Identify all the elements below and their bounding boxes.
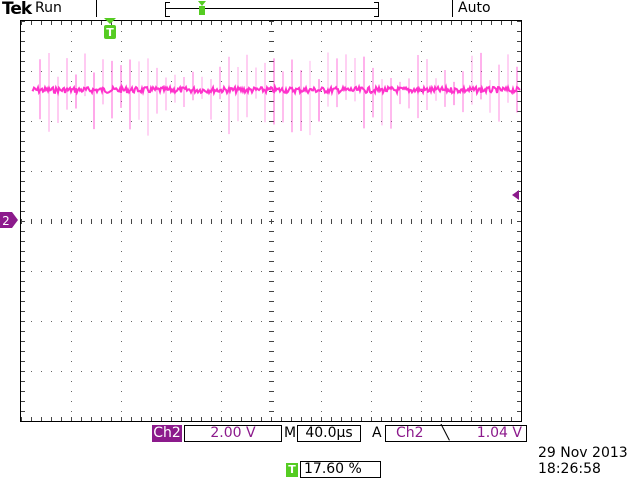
falling-edge-icon: ╲: [441, 425, 450, 441]
trigger-position-indicator-icon: [198, 1, 206, 15]
run-status: Run: [35, 0, 62, 16]
channel-label[interactable]: Ch2: [152, 425, 182, 442]
trigger-readout: Ch2 ╲ 1.04 V: [385, 425, 527, 442]
trigger-level-marker-icon[interactable]: [509, 188, 523, 202]
volts-per-div: 2.00 V: [184, 425, 282, 442]
date: 29 Nov 2013: [538, 445, 628, 461]
channel-number: 2: [2, 214, 10, 228]
trigger-position-icon: T: [286, 463, 298, 477]
trigger-point-marker-icon: T: [104, 18, 116, 39]
trigger-mode: Auto: [458, 0, 491, 16]
channel-2-ground-marker-icon[interactable]: 2: [0, 212, 18, 228]
trigger-level: 1.04 V: [476, 425, 522, 441]
trigger-prefix: A: [372, 425, 382, 441]
record-bracket-right: [374, 2, 379, 17]
tek-logo: Tek: [2, 0, 32, 19]
waveform-display[interactable]: [20, 20, 522, 422]
graticule-dots: [21, 21, 521, 421]
time-prefix: M: [284, 425, 297, 441]
trace-spikes: [39, 52, 518, 136]
channel-2-trace: [31, 83, 521, 97]
graticule-border: [20, 20, 522, 422]
record-length-bar: [165, 1, 379, 17]
time: 18:26:58: [538, 461, 601, 477]
graticule: [20, 20, 522, 422]
trigger-position-percent: 17.60 %: [300, 461, 381, 478]
divider: [452, 0, 453, 17]
trigger-marker-glyph: T: [106, 26, 114, 39]
divider: [96, 0, 97, 17]
record-bracket-left: [165, 2, 170, 17]
record-line: [165, 8, 379, 9]
trigger-source: Ch2: [396, 425, 424, 441]
top-status-bar: Tek Run Auto: [0, 0, 640, 20]
time-per-div: 40.0µs: [297, 425, 361, 442]
